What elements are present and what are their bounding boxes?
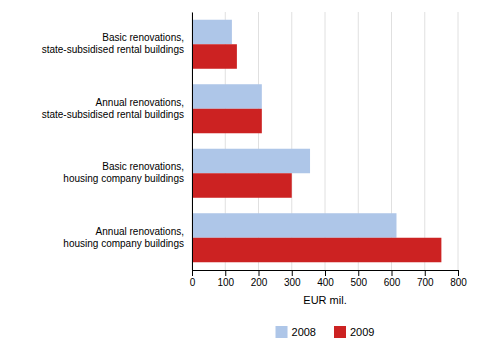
y-tick-label-line: Basic renovations, xyxy=(102,32,184,43)
grid-line xyxy=(458,12,459,270)
bar xyxy=(192,20,232,45)
x-axis-line xyxy=(193,271,459,277)
legend-item: 2009 xyxy=(334,326,374,338)
y-tick: Annual renovations,state-subsidised rent… xyxy=(42,97,184,120)
y-tick: Basic renovations,housing company buildi… xyxy=(63,161,184,184)
x-tick-mark xyxy=(458,270,459,276)
x-tick-mark xyxy=(192,270,193,276)
grid-line xyxy=(192,12,193,270)
x-tick: 600 xyxy=(384,270,401,288)
x-tick-label: 400 xyxy=(317,277,334,288)
y-tick: Annual renovations,housing company build… xyxy=(63,226,184,249)
bar xyxy=(192,149,310,174)
y-tick-label-line: Basic renovations, xyxy=(102,161,184,172)
y-tick-label-line: Annual renovations, xyxy=(96,226,184,237)
grid xyxy=(192,12,458,270)
y-tick-label: Annual renovations,housing company build… xyxy=(63,226,184,249)
series-0 xyxy=(192,20,396,238)
y-tick-label: Basic renovations,state-subsidised renta… xyxy=(42,32,184,55)
y-tick-label-line: state-subsidised rental buildings xyxy=(42,109,184,120)
x-tick-mark xyxy=(358,270,359,276)
x-tick-label: 0 xyxy=(190,277,196,288)
x-tick: 800 xyxy=(450,270,467,288)
y-tick-label-line: state-subsidised rental buildings xyxy=(42,44,184,55)
bar xyxy=(192,238,441,263)
bar xyxy=(192,109,262,134)
legend-swatch xyxy=(334,326,346,338)
x-tick-label: 600 xyxy=(384,277,401,288)
x-tick-label: 300 xyxy=(284,277,301,288)
y-tick-label: Annual renovations,state-subsidised rent… xyxy=(42,97,184,120)
legend-label: 2008 xyxy=(292,326,316,338)
x-tick-mark xyxy=(425,270,426,276)
y-tick-label: Basic renovations,housing company buildi… xyxy=(63,161,184,184)
x-tick-mark xyxy=(292,270,293,276)
y-tick: Basic renovations,state-subsidised renta… xyxy=(42,32,184,55)
bar xyxy=(192,84,262,109)
plot-area: 0 100 200 300 400 500 600 700 800 Annual renovati… xyxy=(42,12,468,306)
chart-svg: 0 100 200 300 400 500 600 700 800 Annual renovati… xyxy=(0,0,480,350)
x-tick: 200 xyxy=(251,270,268,288)
legend: 2008 2009 xyxy=(276,326,375,338)
legend-item: 2008 xyxy=(276,326,316,338)
chart-container: 0 100 200 300 400 500 600 700 800 Annual renovati… xyxy=(0,0,480,350)
x-tick: 100 xyxy=(217,270,234,288)
x-tick-label: 100 xyxy=(217,277,234,288)
x-tick-mark xyxy=(392,270,393,276)
grid-line xyxy=(424,12,425,270)
y-axis-line xyxy=(192,13,193,271)
x-tick: 500 xyxy=(350,270,367,288)
y-axis: Annual renovations,housing company build… xyxy=(42,13,193,271)
x-tick-label: 200 xyxy=(251,277,268,288)
x-tick: 700 xyxy=(417,270,434,288)
legend-swatch xyxy=(276,326,288,338)
y-tick-label-line: Annual renovations, xyxy=(96,97,184,108)
x-axis-title: EUR mil. xyxy=(303,294,346,306)
series-1 xyxy=(192,44,441,262)
x-tick-mark xyxy=(259,270,260,276)
x-tick-label: 500 xyxy=(350,277,367,288)
y-tick-label-line: housing company buildings xyxy=(63,173,184,184)
x-tick-mark xyxy=(325,270,326,276)
bar xyxy=(192,213,396,238)
bar xyxy=(192,173,292,198)
x-tick-label: 800 xyxy=(450,277,467,288)
legend-label: 2009 xyxy=(350,326,374,338)
x-tick-mark xyxy=(225,270,226,276)
y-tick-label-line: housing company buildings xyxy=(63,238,184,249)
bars xyxy=(192,20,441,263)
x-tick: 400 xyxy=(317,270,334,288)
x-tick-label: 700 xyxy=(417,277,434,288)
bar xyxy=(192,44,237,69)
x-tick: 0 xyxy=(190,270,196,288)
x-tick: 300 xyxy=(284,270,301,288)
x-axis: 0 100 200 300 400 500 600 700 800 xyxy=(190,270,468,288)
